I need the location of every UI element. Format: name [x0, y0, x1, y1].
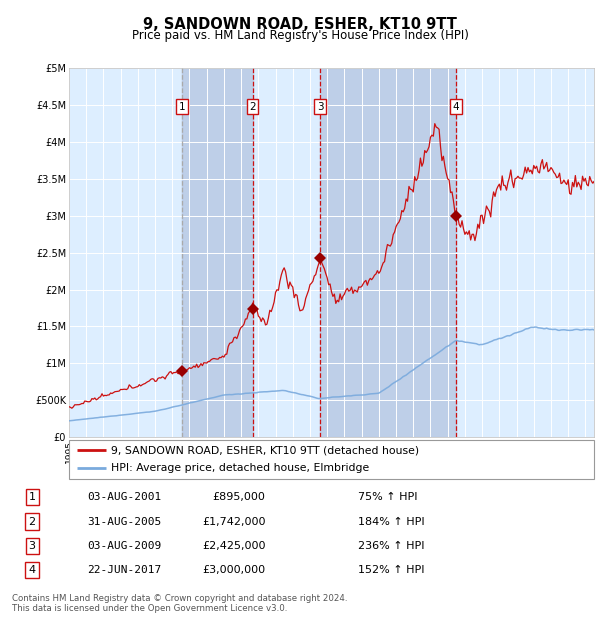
Text: 3: 3: [317, 102, 323, 112]
Bar: [182, 68, 253, 437]
Text: 75% ↑ HPI: 75% ↑ HPI: [358, 492, 417, 502]
Text: 22-JUN-2017: 22-JUN-2017: [87, 565, 161, 575]
Text: This data is licensed under the Open Government Licence v3.0.: This data is licensed under the Open Gov…: [12, 604, 287, 613]
Text: 2: 2: [29, 516, 36, 526]
Text: Price paid vs. HM Land Registry's House Price Index (HPI): Price paid vs. HM Land Registry's House …: [131, 30, 469, 42]
Text: £1,742,000: £1,742,000: [202, 516, 265, 526]
Text: Contains HM Land Registry data © Crown copyright and database right 2024.: Contains HM Land Registry data © Crown c…: [12, 595, 347, 603]
Text: 4: 4: [452, 102, 459, 112]
Text: 184% ↑ HPI: 184% ↑ HPI: [358, 516, 424, 526]
Text: £2,425,000: £2,425,000: [202, 541, 265, 551]
Bar: [320, 68, 456, 437]
Text: 9, SANDOWN ROAD, ESHER, KT10 9TT (detached house): 9, SANDOWN ROAD, ESHER, KT10 9TT (detach…: [111, 445, 419, 455]
Text: 03-AUG-2001: 03-AUG-2001: [87, 492, 161, 502]
Text: 152% ↑ HPI: 152% ↑ HPI: [358, 565, 424, 575]
Bar: [182, 68, 253, 437]
Text: 2: 2: [249, 102, 256, 112]
Text: 31-AUG-2005: 31-AUG-2005: [87, 516, 161, 526]
Text: £895,000: £895,000: [212, 492, 265, 502]
Text: 9, SANDOWN ROAD, ESHER, KT10 9TT: 9, SANDOWN ROAD, ESHER, KT10 9TT: [143, 17, 457, 32]
Text: 236% ↑ HPI: 236% ↑ HPI: [358, 541, 424, 551]
Bar: [320, 68, 456, 437]
Text: HPI: Average price, detached house, Elmbridge: HPI: Average price, detached house, Elmb…: [111, 463, 369, 473]
Text: 1: 1: [179, 102, 185, 112]
Text: 03-AUG-2009: 03-AUG-2009: [87, 541, 161, 551]
Text: £3,000,000: £3,000,000: [202, 565, 265, 575]
Text: 3: 3: [29, 541, 35, 551]
Text: 4: 4: [29, 565, 36, 575]
Text: 1: 1: [29, 492, 35, 502]
